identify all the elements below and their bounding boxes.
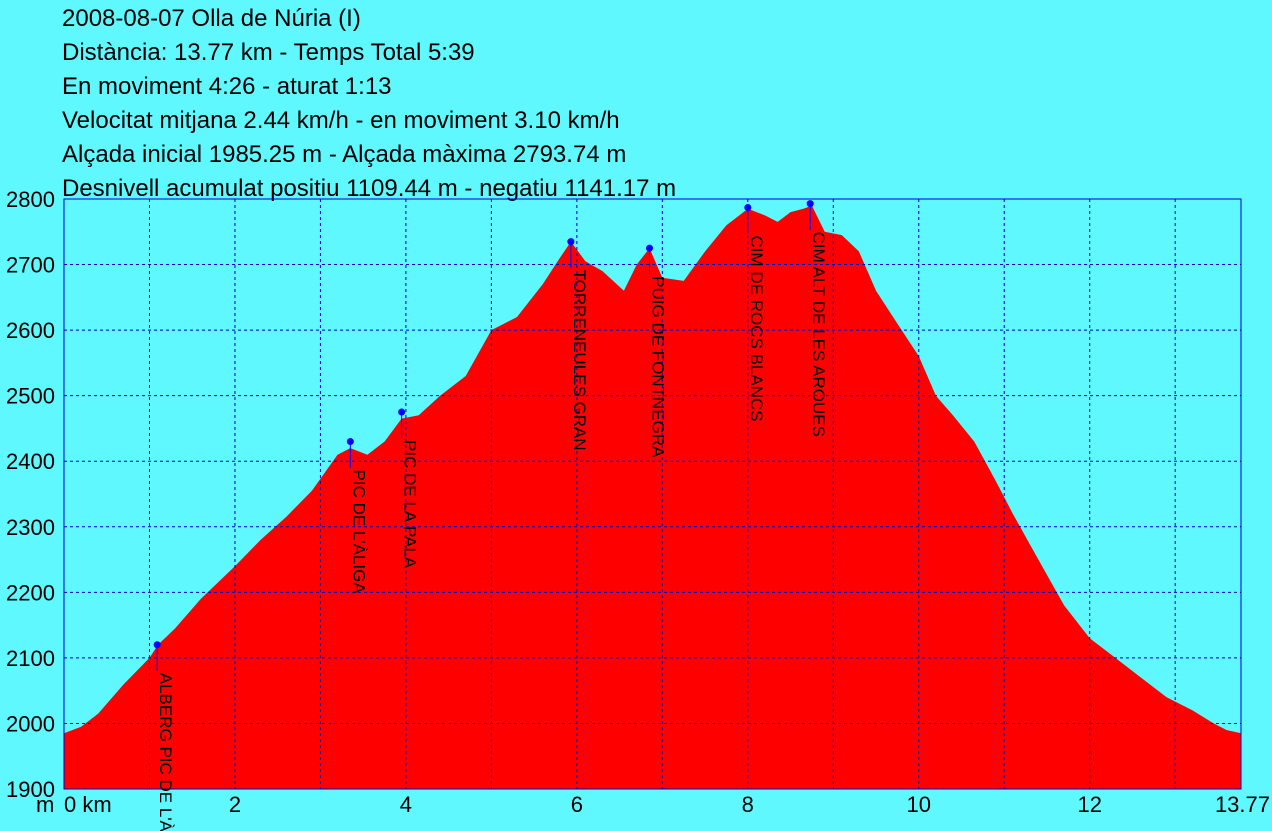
y-tick-label: 2200	[6, 580, 55, 605]
y-tick-label: 1900	[6, 777, 55, 802]
elevation-area	[64, 205, 1241, 790]
moving-stopped-line: En moviment 4:26 - aturat 1:13	[62, 73, 392, 100]
elevation-gain-line: Desnivell acumulat positiu 1109.44 m - n…	[62, 175, 677, 202]
waypoint-marker: TORRENEULES GRAN	[567, 238, 589, 451]
waypoint-dot	[567, 238, 575, 246]
y-tick-label: 2400	[6, 449, 55, 474]
waypoint-label: PIC DE L'ÀLIGA	[349, 470, 368, 595]
track-summary: 2008-08-07 Olla de Núria (I) Distància: …	[62, 2, 676, 206]
waypoint-marker: ALBERG PIC DE L'ÀLIGA	[153, 641, 175, 831]
y-tick-label: 2700	[6, 253, 55, 278]
y-tick-label: 2600	[6, 318, 55, 343]
y-tick-label: 2000	[6, 711, 55, 736]
waypoint-dot	[646, 244, 654, 252]
waypoint-label: PUIG DE FONTNEGRA	[649, 276, 668, 458]
x-tick-label: 6	[571, 792, 583, 817]
speed-line: Velocitat mitjana 2.44 km/h - en movimen…	[62, 107, 620, 134]
altitude-line: Alçada inicial 1985.25 m - Alçada màxima…	[62, 141, 627, 168]
waypoint-dot	[806, 200, 814, 208]
x-tick-label: 12	[1077, 792, 1101, 817]
track-title: 2008-08-07 Olla de Núria (I)	[62, 5, 361, 32]
x-tick-label: 13.77	[1215, 792, 1270, 817]
y-tick-label: 2500	[6, 384, 55, 409]
y-axis-unit: m	[36, 792, 54, 817]
waypoint-label: CIM DE ROCS BLANCS	[747, 236, 766, 422]
x-tick-label: 4	[400, 792, 412, 817]
waypoint-label: PIC DE LA PALA	[401, 440, 420, 569]
waypoint-marker: PIC DE LA PALA	[398, 408, 420, 569]
waypoint-dot	[398, 408, 406, 416]
y-tick-label: 2100	[6, 646, 55, 671]
y-tick-label: 2800	[6, 187, 55, 212]
x-tick-label: 10	[907, 792, 931, 817]
x-tick-label: 2	[229, 792, 241, 817]
x-tick-label: 8	[742, 792, 754, 817]
distance-time-line: Distància: 13.77 km - Temps Total 5:39	[62, 39, 475, 66]
waypoint-label: ALBERG PIC DE L'ÀLIGA	[156, 673, 175, 831]
waypoint-dot	[153, 641, 161, 649]
plot-frame	[63, 198, 1242, 790]
y-tick-label: 2300	[6, 515, 55, 540]
waypoint-label: CIM ALT DE LES AROUES	[809, 232, 828, 437]
waypoint-marker: PIC DE L'ÀLIGA	[346, 438, 368, 595]
waypoint-dot	[744, 204, 752, 212]
waypoint-marker: CIM DE ROCS BLANCS	[744, 204, 766, 422]
waypoint-marker: CIM ALT DE LES AROUES	[806, 200, 828, 437]
waypoint-dot	[346, 438, 354, 446]
waypoint-marker: PUIG DE FONTNEGRA	[646, 244, 668, 458]
x-tick-label: 0 km	[64, 792, 112, 817]
waypoint-label: TORRENEULES GRAN	[570, 270, 589, 451]
